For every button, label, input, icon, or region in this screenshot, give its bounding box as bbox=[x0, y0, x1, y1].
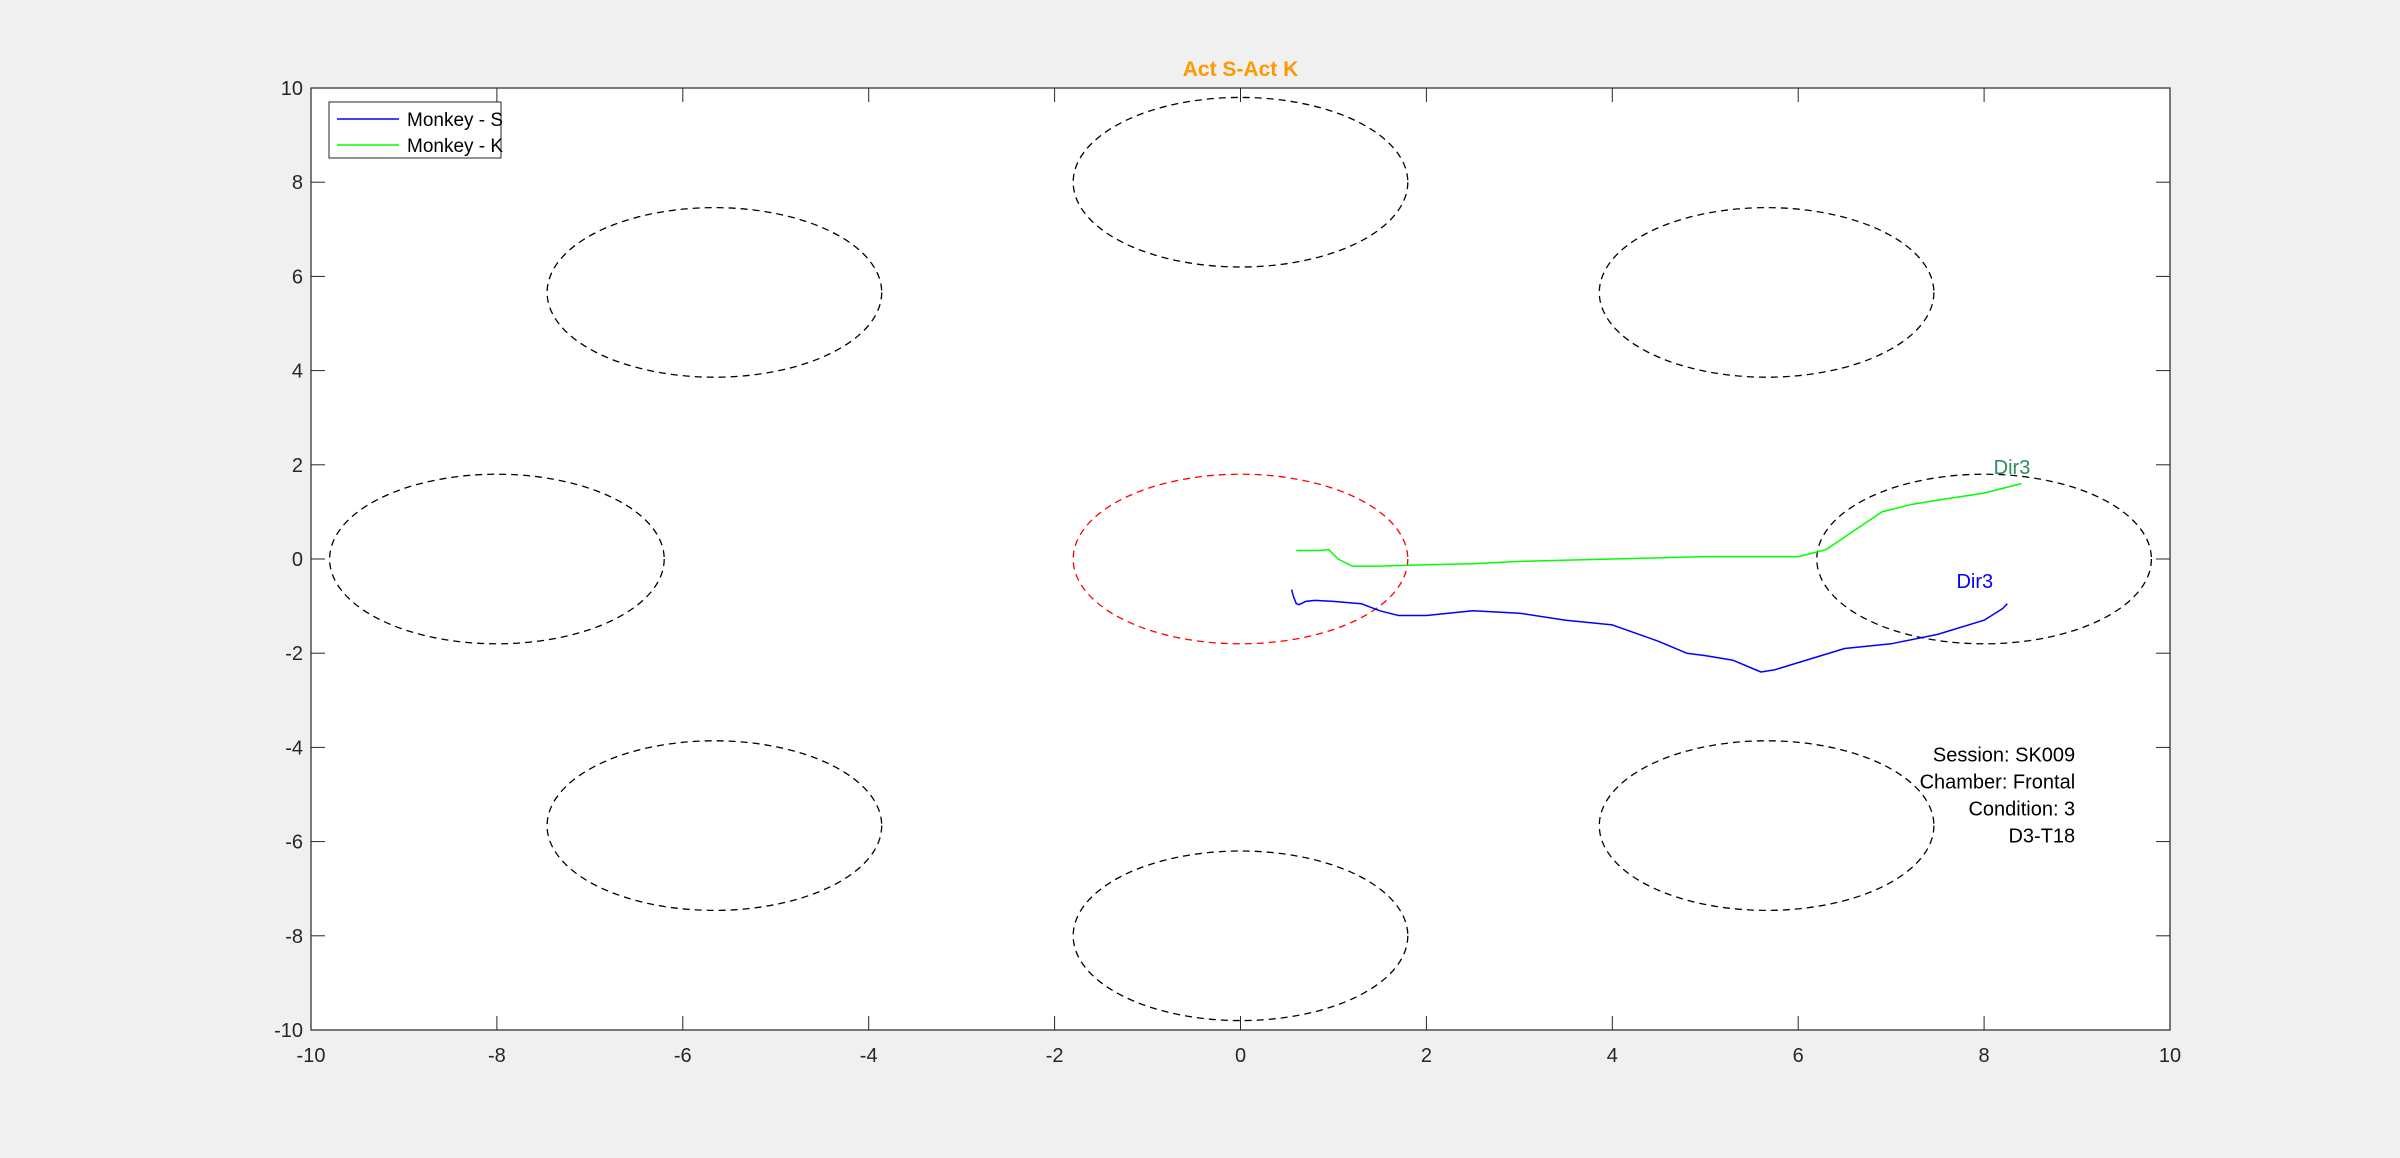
y-tick-label: 8 bbox=[292, 172, 303, 194]
center-target-circle bbox=[1072, 473, 1409, 645]
x-tick-label: 10 bbox=[2159, 1045, 2181, 1067]
y-tick-label: -8 bbox=[285, 926, 303, 948]
series-line-monkey-s bbox=[1290, 589, 2008, 673]
session-info-line: D3-T18 bbox=[2008, 826, 2075, 848]
legend-label: Monkey - S bbox=[407, 110, 503, 131]
peripheral-target-circle bbox=[1598, 740, 1935, 912]
direction-label: Dir3 bbox=[1994, 457, 2031, 479]
axes-background bbox=[311, 88, 2170, 1030]
session-info-line: Session: SK009 bbox=[1933, 745, 2075, 767]
x-tick-label: -2 bbox=[1046, 1045, 1064, 1067]
x-tick-label: 8 bbox=[1979, 1045, 1990, 1067]
y-tick-label: -2 bbox=[285, 643, 303, 665]
x-tick-label: -6 bbox=[674, 1045, 692, 1067]
y-tick-label: 2 bbox=[292, 455, 303, 477]
session-info-line: Condition: 3 bbox=[1968, 799, 2075, 821]
x-tick-label: 2 bbox=[1421, 1045, 1432, 1067]
trajectory-lines-layer bbox=[1290, 482, 2022, 673]
direction-labels-layer: Dir3 Dir3 bbox=[1956, 457, 2030, 593]
peripheral-target-circle bbox=[328, 473, 665, 645]
peripheral-target-circle bbox=[1598, 206, 1935, 378]
x-tick-label: 4 bbox=[1607, 1045, 1618, 1067]
y-tick-label: 10 bbox=[281, 78, 303, 100]
legend[interactable]: Monkey - S Monkey - K bbox=[328, 101, 503, 159]
peripheral-target-circle bbox=[1816, 473, 2153, 645]
legend-box bbox=[328, 101, 502, 159]
y-tick-label: -6 bbox=[285, 832, 303, 854]
peripheral-target-circle bbox=[1072, 850, 1409, 1022]
axis-ticks-layer: -10 -8 -6 -4 -2 0 2 4 6 8 10 -10 -8 -6 -4 -2 0 2 4 6 8 10 bbox=[274, 78, 2181, 1067]
y-tick-label: 0 bbox=[292, 549, 303, 571]
peripheral-target-circle bbox=[1072, 96, 1409, 268]
y-tick-label: 4 bbox=[292, 361, 303, 383]
y-tick-label: 6 bbox=[292, 266, 303, 288]
x-tick-label: -4 bbox=[860, 1045, 878, 1067]
x-tick-label: 6 bbox=[1793, 1045, 1804, 1067]
x-tick-label: -8 bbox=[488, 1045, 506, 1067]
target-circles-layer bbox=[328, 96, 2153, 1022]
peripheral-target-circle bbox=[546, 740, 883, 912]
y-tick-label: -4 bbox=[285, 737, 303, 759]
session-info-box: Session: SK009 Chamber: Frontal Condition:… bbox=[1920, 745, 2076, 848]
chart-title: Act S-Act K bbox=[1183, 58, 1299, 81]
legend-label: Monkey - K bbox=[407, 136, 503, 157]
x-tick-label: 0 bbox=[1235, 1045, 1246, 1067]
direction-label: Dir3 bbox=[1956, 571, 1993, 593]
series-line-monkey-k bbox=[1296, 482, 2022, 567]
y-tick-label: -10 bbox=[274, 1020, 303, 1042]
session-info-line: Chamber: Frontal bbox=[1920, 772, 2076, 794]
x-tick-label: -10 bbox=[297, 1045, 326, 1067]
peripheral-target-circle bbox=[546, 206, 883, 378]
